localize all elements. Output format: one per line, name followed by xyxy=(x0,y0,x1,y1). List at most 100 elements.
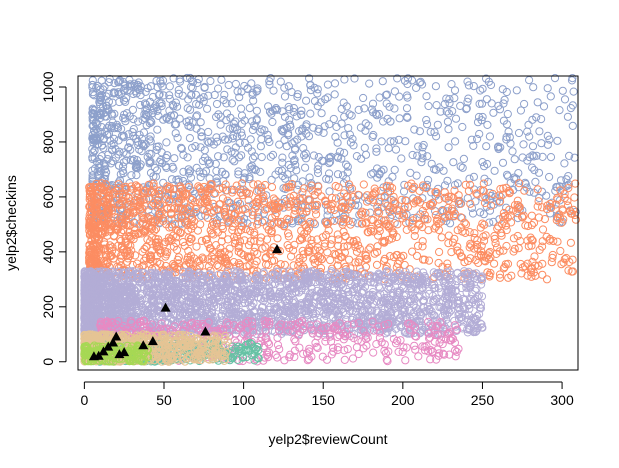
data-point xyxy=(111,224,120,233)
data-point xyxy=(323,93,332,102)
data-point xyxy=(496,197,505,206)
data-point xyxy=(459,154,468,163)
data-point xyxy=(147,118,156,127)
data-point xyxy=(86,202,95,211)
data-point xyxy=(364,228,373,237)
data-point xyxy=(90,153,99,163)
data-point xyxy=(119,96,129,105)
data-point xyxy=(146,137,155,146)
data-point xyxy=(383,114,392,124)
data-point xyxy=(368,99,378,108)
data-point xyxy=(342,215,351,224)
data-point xyxy=(552,216,561,225)
data-point xyxy=(391,145,401,154)
data-point xyxy=(317,255,327,264)
data-point xyxy=(152,76,161,85)
data-point xyxy=(563,112,573,121)
data-point xyxy=(420,214,429,223)
data-point xyxy=(102,101,111,110)
data-point xyxy=(450,94,459,103)
data-point xyxy=(253,220,262,229)
data-point xyxy=(333,152,342,161)
data-point xyxy=(406,168,415,177)
data-point xyxy=(290,155,299,164)
data-point xyxy=(156,211,165,220)
data-point xyxy=(373,173,382,182)
data-point xyxy=(194,182,203,191)
data-point xyxy=(283,200,292,209)
data-point xyxy=(85,223,94,232)
data-point xyxy=(278,171,287,181)
data-point xyxy=(369,195,378,204)
data-point xyxy=(265,137,274,147)
data-point xyxy=(271,196,280,205)
data-point xyxy=(217,75,226,84)
data-point xyxy=(309,218,318,227)
data-point xyxy=(363,197,372,206)
data-point xyxy=(422,115,431,125)
data-point xyxy=(191,90,201,99)
data-point xyxy=(378,77,387,86)
data-point xyxy=(470,229,479,238)
data-point xyxy=(304,248,313,257)
data-point xyxy=(268,150,278,159)
data-point xyxy=(397,154,406,163)
data-point xyxy=(480,220,489,229)
data-point xyxy=(275,140,284,149)
data-point xyxy=(373,242,382,251)
data-point xyxy=(483,159,492,169)
data-point xyxy=(150,163,159,172)
data-point xyxy=(166,111,175,120)
data-point xyxy=(204,127,213,137)
data-point xyxy=(505,205,514,214)
data-point xyxy=(482,202,491,211)
data-point xyxy=(482,95,491,104)
data-point xyxy=(347,184,357,193)
data-point xyxy=(269,194,278,203)
data-point xyxy=(504,273,513,282)
data-point xyxy=(349,237,358,246)
data-point xyxy=(473,244,482,253)
data-point xyxy=(384,177,393,186)
data-point xyxy=(437,233,446,242)
data-point xyxy=(218,183,227,193)
data-point xyxy=(456,213,465,222)
data-point xyxy=(262,260,271,269)
data-point xyxy=(196,143,205,152)
data-point xyxy=(410,231,419,241)
data-point xyxy=(178,212,187,221)
data-point xyxy=(344,124,353,133)
data-point xyxy=(310,258,319,268)
data-point xyxy=(479,210,488,219)
data-point xyxy=(90,146,99,155)
data-point xyxy=(230,267,239,276)
data-point xyxy=(563,201,573,210)
data-point xyxy=(478,84,487,93)
data-point xyxy=(136,100,145,110)
data-point xyxy=(386,137,395,146)
data-point xyxy=(333,261,342,270)
data-point xyxy=(332,122,341,132)
data-point xyxy=(326,256,335,265)
data-point xyxy=(102,168,111,177)
data-point xyxy=(219,95,228,105)
data-point xyxy=(154,142,163,151)
data-point xyxy=(510,244,519,253)
data-point xyxy=(195,183,204,192)
data-point xyxy=(340,131,349,140)
data-point xyxy=(537,115,546,124)
data-point xyxy=(205,174,214,183)
data-point xyxy=(249,96,258,105)
data-point xyxy=(357,209,366,218)
data-point xyxy=(560,159,569,168)
data-point xyxy=(248,222,257,231)
data-point xyxy=(414,142,423,151)
data-point xyxy=(165,184,174,194)
data-point xyxy=(179,150,188,159)
data-point xyxy=(88,144,97,154)
data-point xyxy=(250,247,259,256)
data-point xyxy=(95,234,104,243)
data-point xyxy=(129,125,138,134)
data-point xyxy=(466,180,475,189)
data-point xyxy=(385,205,394,214)
